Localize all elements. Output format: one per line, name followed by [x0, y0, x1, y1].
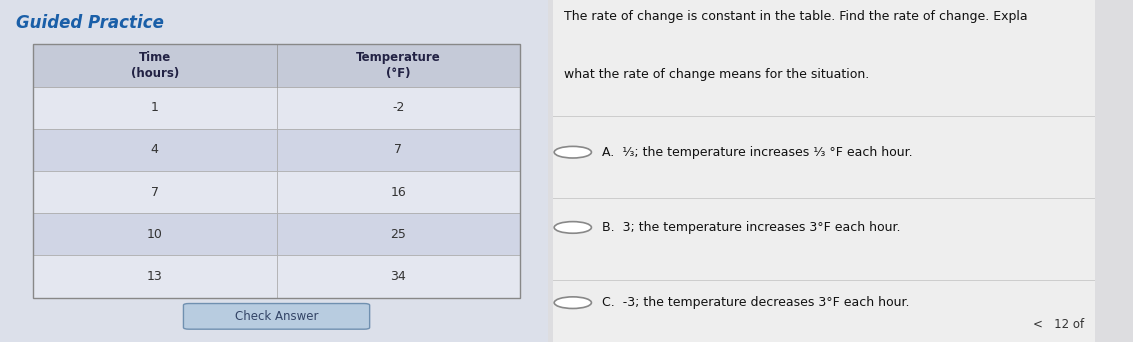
FancyBboxPatch shape [184, 304, 369, 329]
Text: what the rate of change means for the situation.: what the rate of change means for the si… [564, 68, 869, 81]
Text: 25: 25 [391, 228, 407, 241]
Text: B.  3; the temperature increases 3°F each hour.: B. 3; the temperature increases 3°F each… [603, 221, 901, 234]
Bar [276, 171, 520, 213]
Text: A.  ¹⁄₃; the temperature increases ¹⁄₃ °F each hour.: A. ¹⁄₃; the temperature increases ¹⁄₃ °F… [603, 146, 913, 159]
Text: Temperature
(°F): Temperature (°F) [356, 51, 441, 80]
Bar [33, 213, 276, 255]
Bar [33, 171, 276, 213]
Circle shape [554, 222, 591, 233]
Text: The rate of change is constant in the table. Find the rate of change. Expla: The rate of change is constant in the ta… [564, 10, 1028, 23]
Bar [33, 44, 520, 298]
Text: 16: 16 [391, 186, 407, 199]
Text: 34: 34 [391, 270, 407, 283]
Bar [33, 44, 520, 87]
Text: -2: -2 [392, 101, 404, 114]
Bar [33, 87, 276, 129]
Bar [33, 255, 276, 298]
Text: 1: 1 [151, 101, 159, 114]
Bar [276, 213, 520, 255]
Bar [0, 0, 547, 342]
Text: 7: 7 [151, 186, 159, 199]
Text: Guided Practice: Guided Practice [17, 14, 164, 32]
Bar [276, 87, 520, 129]
Text: <   12 of: < 12 of [1033, 318, 1084, 331]
Text: 4: 4 [151, 143, 159, 156]
Bar [276, 255, 520, 298]
Bar [276, 129, 520, 171]
Circle shape [554, 297, 591, 308]
Text: Time
(hours): Time (hours) [130, 51, 179, 80]
Text: 10: 10 [147, 228, 163, 241]
Text: C.  -3; the temperature decreases 3°F each hour.: C. -3; the temperature decreases 3°F eac… [603, 296, 910, 309]
Text: 13: 13 [147, 270, 162, 283]
Text: Check Answer: Check Answer [235, 310, 318, 323]
Text: 7: 7 [394, 143, 402, 156]
Bar [553, 0, 1096, 342]
Bar [33, 129, 276, 171]
Circle shape [554, 146, 591, 158]
